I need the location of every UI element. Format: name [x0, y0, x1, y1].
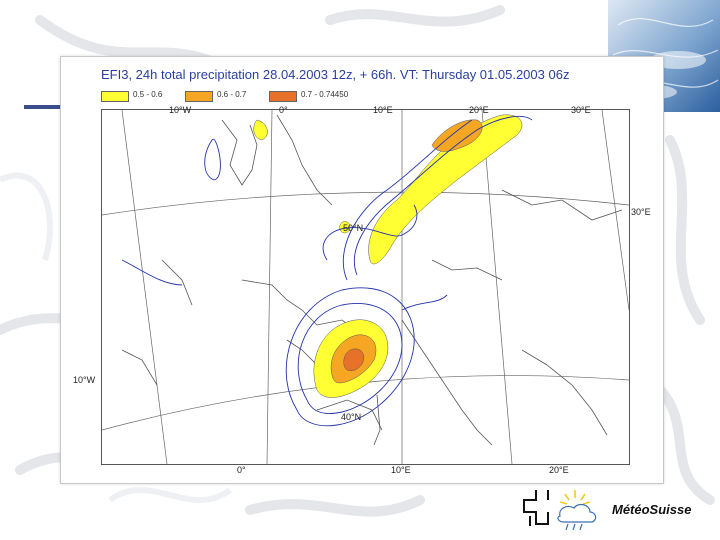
forecast-map-figure: EFI3, 24h total precipitation 28.04.2003…: [60, 56, 664, 484]
longitude-label: 0°: [279, 105, 288, 115]
graticule: [102, 110, 629, 464]
legend-swatch: [269, 91, 297, 102]
latitude-label: 50°N: [343, 223, 364, 233]
longitude-label-left: 10°W: [73, 375, 96, 385]
longitude-label: 20°E: [549, 465, 569, 475]
longitude-label-right: 30°E: [631, 207, 651, 217]
legend-label: 0.6 - 0.7: [217, 90, 247, 99]
brand-name: MétéoSuisse: [612, 502, 692, 517]
precipitation-map: [101, 109, 630, 465]
latitude-label: 40°N: [341, 412, 362, 422]
longitude-label: 0°: [237, 465, 246, 475]
map-title: EFI3, 24h total precipitation 28.04.2003…: [101, 67, 570, 82]
longitude-label: 10°E: [391, 465, 411, 475]
coastlines: [121, 114, 623, 446]
legend-swatch: [101, 91, 129, 102]
meteosuisse-logo: MétéoSuisse: [520, 486, 710, 532]
legend-label: 0.7 - 0.74450: [301, 90, 349, 99]
swiss-cross-weather-icon: [523, 490, 597, 531]
slide-accent-line: [24, 105, 64, 109]
longitude-label: 20°E: [469, 105, 489, 115]
legend-swatch: [185, 91, 213, 102]
efi-shading: [253, 114, 523, 398]
longitude-label: 10°E: [373, 105, 393, 115]
longitude-label: 10°W: [169, 105, 192, 115]
legend-label: 0.5 - 0.6: [133, 90, 163, 99]
longitude-label: 30°E: [571, 105, 591, 115]
efi-contours: [121, 116, 533, 427]
